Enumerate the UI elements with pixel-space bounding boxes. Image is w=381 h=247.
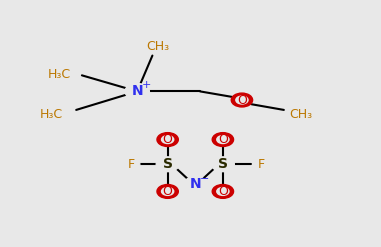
Circle shape — [157, 185, 178, 198]
Text: O: O — [163, 133, 173, 146]
Text: H₃C: H₃C — [40, 108, 63, 121]
Text: F: F — [128, 158, 135, 171]
Text: S: S — [218, 157, 228, 171]
Text: S: S — [163, 157, 173, 171]
Circle shape — [212, 133, 234, 146]
Text: O: O — [237, 94, 247, 106]
Circle shape — [253, 159, 269, 170]
Text: O: O — [163, 185, 173, 198]
Circle shape — [217, 187, 229, 195]
Circle shape — [123, 159, 140, 170]
Circle shape — [157, 133, 178, 146]
Circle shape — [236, 96, 248, 104]
Text: CH₃: CH₃ — [290, 108, 312, 121]
Text: F: F — [258, 158, 264, 171]
Circle shape — [212, 185, 234, 198]
Circle shape — [217, 136, 229, 144]
Text: CH₃: CH₃ — [147, 41, 170, 53]
Text: O: O — [218, 185, 228, 198]
Text: −: − — [200, 174, 210, 184]
Text: H₃C: H₃C — [48, 68, 70, 81]
Circle shape — [211, 157, 234, 172]
Circle shape — [231, 93, 253, 107]
Text: N: N — [131, 84, 143, 98]
Circle shape — [125, 83, 149, 99]
Circle shape — [184, 177, 207, 191]
Text: +: + — [142, 80, 151, 90]
Circle shape — [162, 136, 174, 144]
Circle shape — [162, 187, 174, 195]
Text: O: O — [218, 133, 228, 146]
Text: N: N — [190, 177, 201, 191]
Circle shape — [156, 157, 179, 172]
